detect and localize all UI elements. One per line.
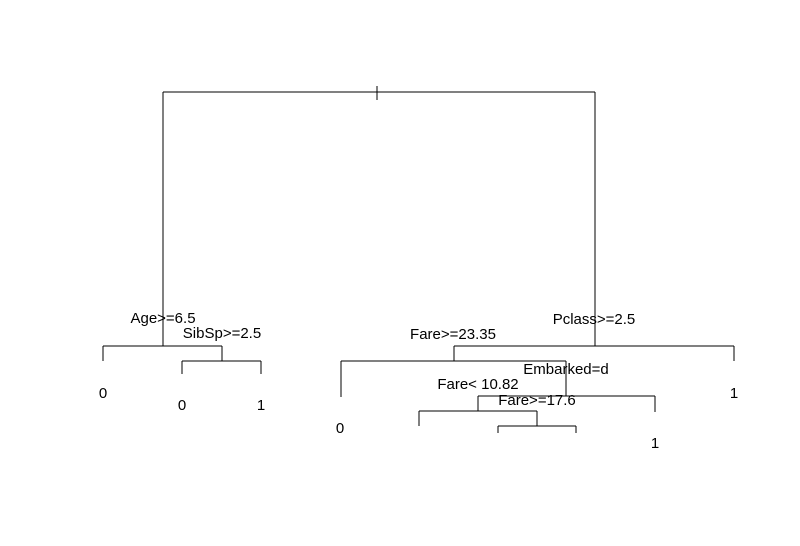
split-label-pclass: Pclass>=2.5 [553, 311, 636, 328]
split-label-sibsp: SibSp>=2.5 [183, 325, 261, 342]
split-label-age: Age>=6.5 [130, 310, 195, 327]
leaf-label-embarked-right: 1 [651, 435, 659, 452]
split-label-fare-high: Fare>=23.35 [410, 326, 496, 343]
leaf-label-age-left: 0 [99, 385, 107, 402]
leaf-label-pclass-right: 1 [730, 385, 738, 402]
split-label-embarked: Embarked=d [523, 361, 608, 378]
leaf-label-sibsp-left: 0 [178, 397, 186, 414]
split-label-fare-low: Fare< 10.82 [437, 376, 518, 393]
leaf-label-fare-high-left: 0 [336, 420, 344, 437]
split-label-fare-mid: Fare>=17.6 [498, 392, 576, 409]
leaf-label-sibsp-right: 1 [257, 397, 265, 414]
